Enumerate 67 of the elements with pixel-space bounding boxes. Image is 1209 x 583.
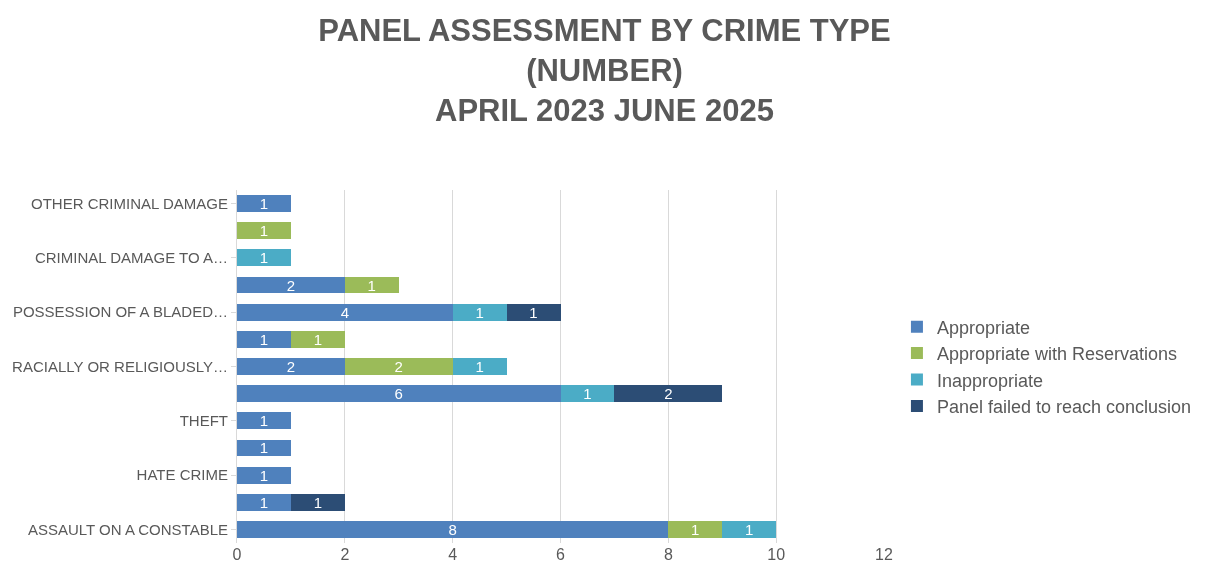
bar <box>237 195 291 212</box>
chart-title: PANEL ASSESSMENT BY CRIME TYPE (NUMBER) APRIL 2023 JUNE 2025 <box>318 12 891 129</box>
x-tick-label: 4 <box>448 546 458 563</box>
y-tick-label: HATE CRIME <box>136 466 228 484</box>
x-tick-label: 6 <box>556 546 566 563</box>
bar <box>560 385 615 403</box>
bar <box>237 412 291 430</box>
data-label: 2 <box>286 276 296 294</box>
data-label: 1 <box>259 249 269 267</box>
data-label: 1 <box>259 195 269 213</box>
bar <box>722 521 777 538</box>
x-tick-label: 10 <box>767 546 786 563</box>
data-label: 1 <box>259 330 269 348</box>
data-label: 2 <box>664 385 673 403</box>
data-label: 2 <box>286 358 296 375</box>
bar <box>290 493 345 511</box>
bar <box>237 521 669 538</box>
data-label: 1 <box>259 493 269 511</box>
y-tick-label: ASSAULT ON A CONSTABLE <box>27 520 228 538</box>
bar <box>668 521 723 538</box>
bar <box>237 493 291 511</box>
bar <box>506 303 561 321</box>
bar <box>237 330 291 348</box>
data-label: 8 <box>448 520 457 538</box>
x-tick-label: 0 <box>232 546 242 563</box>
legend-label: Appropriate with Reservations <box>936 344 1178 365</box>
bar <box>237 249 291 267</box>
data-label: 1 <box>367 276 376 294</box>
x-tick-label: 8 <box>663 546 673 563</box>
bar <box>237 466 291 484</box>
data-label: 1 <box>259 222 269 240</box>
y-tick-label: OTHER CRIMINAL DAMAGE <box>31 194 228 212</box>
bar <box>344 358 453 375</box>
data-label: 1 <box>475 358 484 375</box>
bar <box>237 385 561 403</box>
legend-label: Panel failed to reach conclusion <box>936 396 1192 417</box>
y-tick-label: RACIALLY OR RELIGIOUSLY… <box>12 357 228 375</box>
x-tick-label: 12 <box>875 546 893 563</box>
data-label: 1 <box>583 385 592 403</box>
bar <box>237 358 345 375</box>
bar <box>290 330 345 348</box>
data-label: 1 <box>313 493 323 511</box>
legend-label: Appropriate <box>936 317 1030 338</box>
y-tick-label: POSSESSION OF A BLADED… <box>12 303 228 321</box>
bar <box>237 303 453 321</box>
data-label: 2 <box>394 358 403 375</box>
bar <box>344 276 399 294</box>
y-tick-label: THEFT <box>179 412 228 430</box>
data-label: 1 <box>529 303 538 321</box>
data-label: 1 <box>745 520 754 538</box>
bar <box>237 222 291 240</box>
data-label: 1 <box>475 303 484 321</box>
bar <box>237 276 345 294</box>
data-label: 6 <box>394 385 403 403</box>
bar <box>452 358 507 375</box>
bar <box>452 303 507 321</box>
data-label: 1 <box>259 466 269 484</box>
data-label: 1 <box>259 412 269 430</box>
x-tick-label: 2 <box>340 546 350 563</box>
data-label: 1 <box>691 520 700 538</box>
bar <box>614 385 723 403</box>
y-tick-label: CRIMINAL DAMAGE TO A… <box>34 249 228 267</box>
data-label: 1 <box>259 439 269 457</box>
legend-label: Inappropriate <box>936 370 1044 391</box>
bar <box>237 439 291 457</box>
data-label: 4 <box>340 303 350 321</box>
data-label: 1 <box>313 330 323 348</box>
